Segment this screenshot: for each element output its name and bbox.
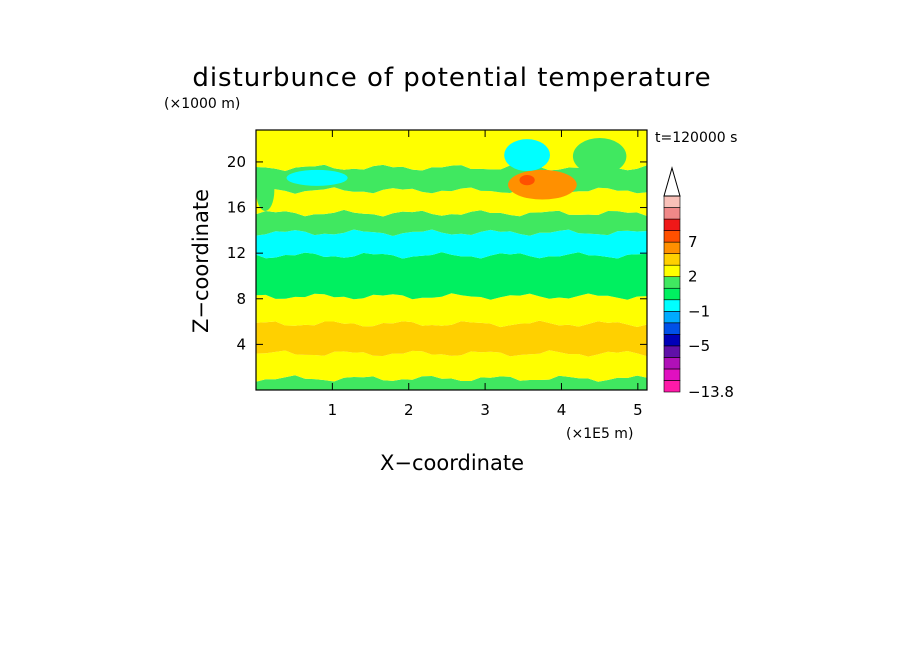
chart-title: disturbunce of potential temperature	[192, 63, 711, 93]
contour-feature-0	[508, 169, 577, 200]
y-tick-label: 12	[227, 244, 246, 262]
x-unit-label: (×1E5 m)	[566, 426, 633, 442]
plot-frame	[255, 129, 648, 391]
contour-feature-5	[572, 137, 627, 175]
colorbar-swatch-9	[663, 276, 681, 289]
x-tick-label: 1	[328, 401, 338, 419]
colorbar-swatch-3	[663, 345, 681, 358]
colorbar-swatch-10	[663, 264, 681, 278]
contour-band-4	[256, 252, 647, 300]
contour-feature-4	[286, 169, 348, 186]
x-tick-label: 2	[404, 401, 414, 419]
contour-band-5	[256, 229, 647, 259]
colorbar-extend-arrow	[663, 166, 681, 197]
contour-band-1	[256, 350, 647, 382]
y-unit-label: (×1000 m)	[164, 96, 240, 112]
colorbar-swatch-8	[663, 287, 681, 301]
contour-band-9	[256, 130, 647, 171]
colorbar-label: −5	[688, 337, 710, 355]
colorbar-swatch-13	[663, 230, 681, 243]
x-axis-label: X−coordinate	[380, 451, 524, 475]
colorbar-swatch-7	[663, 299, 681, 312]
x-tick-label: 4	[557, 401, 567, 419]
x-axis: 1 2 3 4 5	[328, 130, 643, 419]
y-axis-label: Z−coordinate	[189, 189, 213, 333]
y-tick-label: 4	[236, 335, 246, 353]
contour-feature-1	[519, 175, 535, 186]
colorbar-swatch-2	[663, 357, 681, 370]
y-tick-label: 20	[227, 153, 246, 171]
colorbar-swatch-4	[663, 334, 681, 347]
colorbar-label: −13.8	[688, 383, 734, 401]
x-tick-label: 3	[480, 401, 490, 419]
time-label: t=120000 s	[655, 130, 737, 146]
colorbar-swatch-15	[663, 207, 681, 220]
contour-band-6	[256, 209, 647, 236]
colorbar-label: −1	[688, 302, 710, 320]
colorbar-swatch-16	[663, 195, 681, 208]
x-tick-label: 5	[633, 401, 643, 419]
contour-field	[256, 130, 647, 390]
contour-feature-6	[256, 169, 275, 211]
colorbar-label: 2	[688, 268, 698, 286]
contour-band-0	[256, 375, 647, 390]
contour-band-3	[256, 293, 647, 328]
colorbar-swatch-14	[663, 218, 681, 231]
contour-band-7	[256, 187, 647, 217]
contour-feature-3	[504, 139, 551, 172]
colorbar-swatch-12	[663, 241, 681, 254]
colorbar-label: 7	[688, 233, 698, 251]
contour-band-2	[256, 320, 647, 357]
colorbar: −13.8 −5 −1 2 7	[663, 166, 734, 401]
colorbar-swatch-1	[663, 368, 681, 381]
y-tick-label: 8	[236, 290, 246, 308]
y-axis: 4 8 12 16 20	[227, 153, 647, 353]
colorbar-swatch-11	[663, 253, 681, 266]
colorbar-swatch-5	[663, 322, 681, 335]
colorbar-swatch-0	[663, 380, 681, 393]
y-tick-label: 16	[227, 199, 246, 217]
colorbar-swatch-6	[663, 310, 681, 324]
